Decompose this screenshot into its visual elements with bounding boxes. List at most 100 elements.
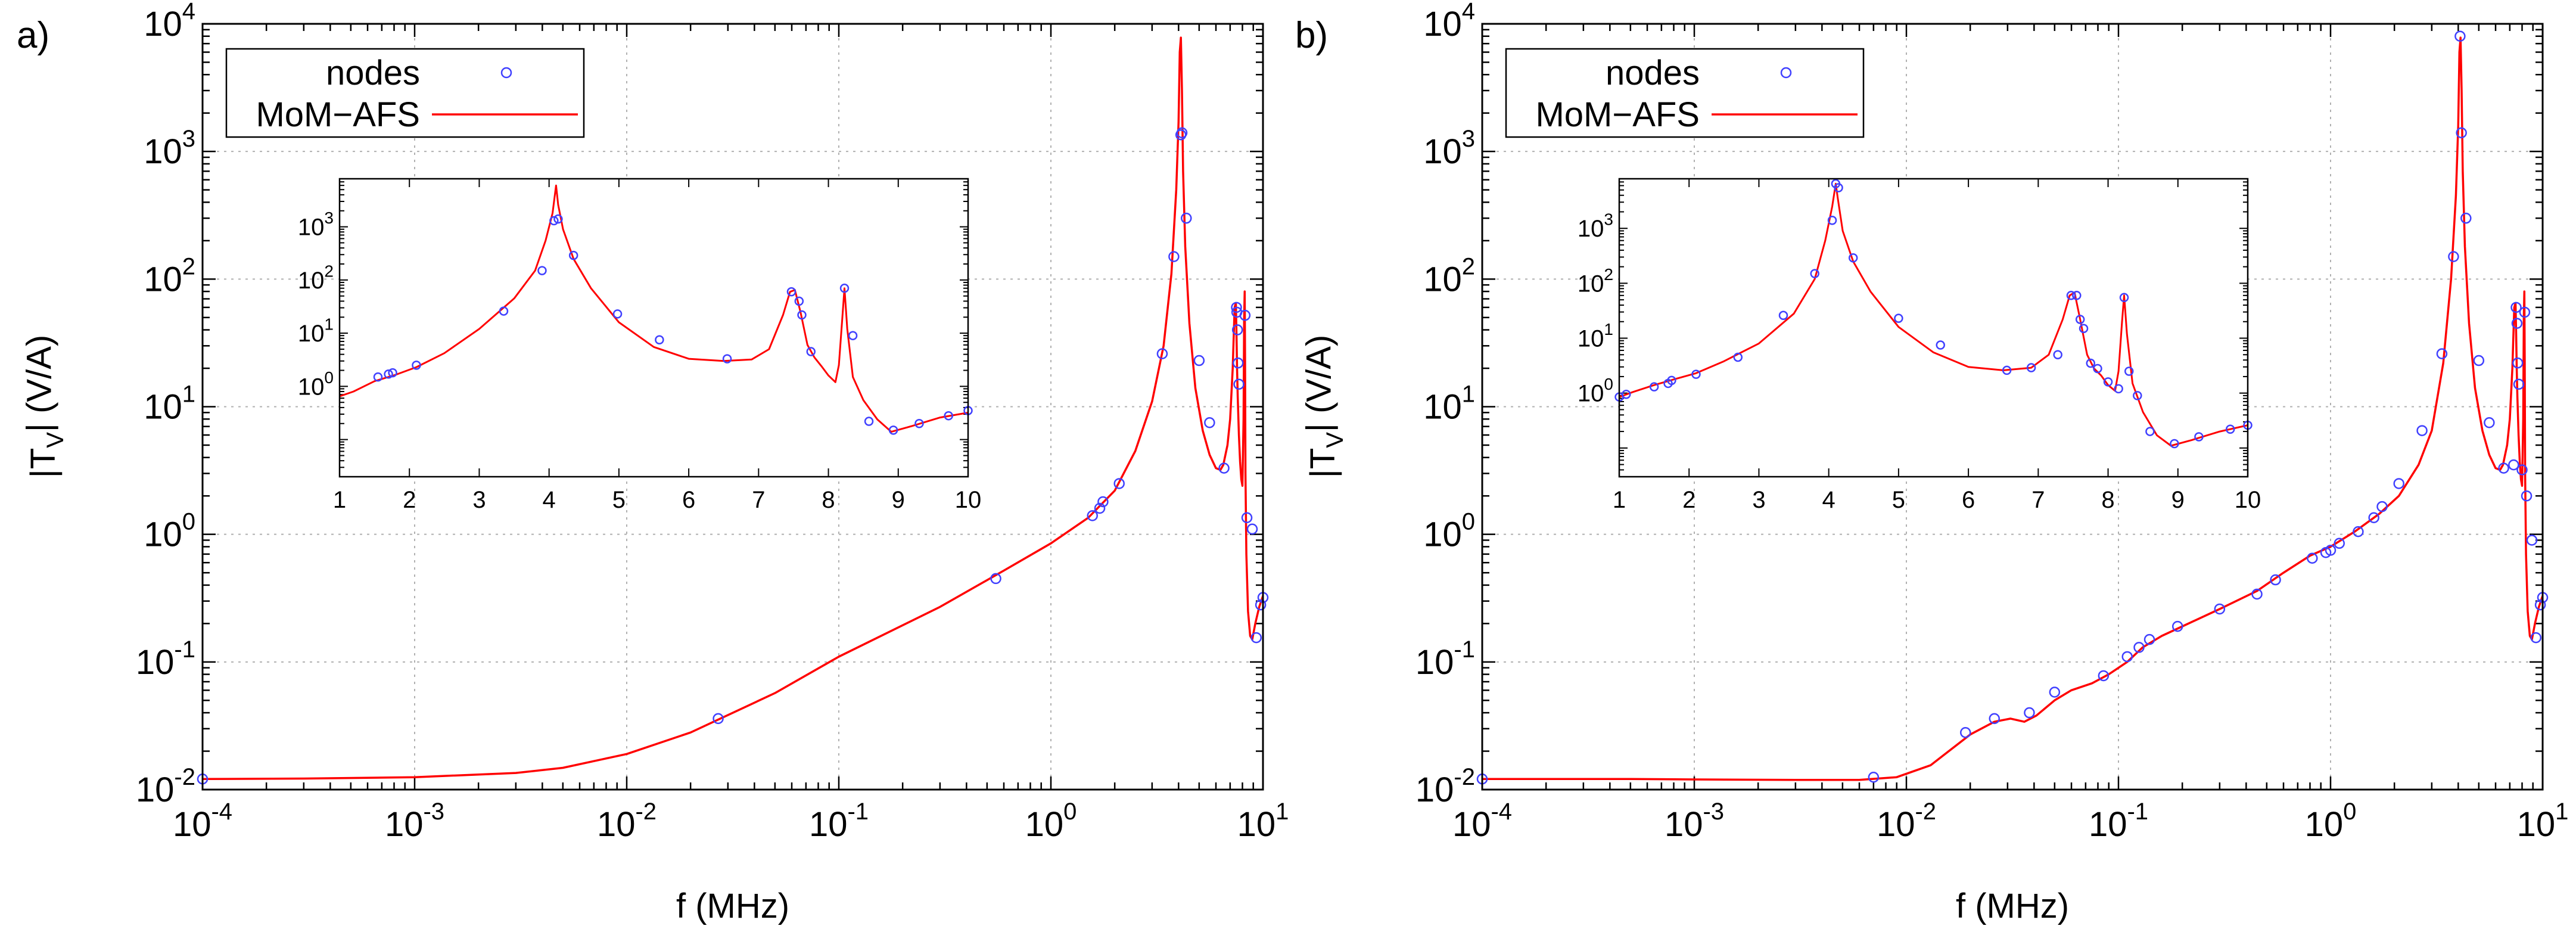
inset-node-point — [2225, 424, 2235, 434]
inset-plot: 1 2 3 4 5 6 7 8 9 10 100 101 102 103 — [298, 178, 982, 513]
node-point — [2121, 651, 2133, 663]
node-point — [1094, 502, 1106, 514]
node-point — [2251, 588, 2263, 600]
inset-node-point — [1936, 340, 1945, 350]
x-tick-label: 100 — [2305, 799, 2357, 844]
x-tick-label: 10-3 — [1665, 799, 1724, 844]
inset-plot: 1 2 3 4 5 6 7 8 9 10 100 101 102 103 — [1578, 178, 2261, 513]
node-point — [2353, 526, 2364, 538]
inset-node-point — [1733, 352, 1743, 362]
inset-x-tick-label: 10 — [955, 487, 982, 513]
inset-nodes-markers — [373, 214, 973, 435]
x-tick-label: 101 — [2517, 799, 2569, 844]
legend-label-nodes: nodes — [1606, 54, 1700, 92]
x-axis-label: f (MHz) — [1956, 887, 2069, 925]
node-point — [1097, 496, 1109, 508]
node-point — [2393, 478, 2404, 489]
inset-node-point — [786, 287, 797, 297]
y-tick-label: 101 — [1423, 381, 1475, 427]
node-point — [2049, 686, 2061, 698]
inset-node-point — [537, 266, 547, 275]
node-point — [2270, 574, 2281, 586]
inset-node-point — [848, 331, 858, 340]
inset-x-tick-label: 3 — [1752, 487, 1765, 513]
node-point — [2460, 212, 2472, 224]
node-point — [2448, 251, 2459, 262]
y-tick-label: 10-2 — [136, 764, 195, 809]
node-point — [2521, 490, 2533, 502]
inset-x-tick-label: 8 — [822, 487, 835, 513]
inset-frame — [338, 178, 969, 478]
node-point — [2171, 620, 2183, 632]
inset-node-point — [1848, 253, 1858, 263]
node-point — [2526, 535, 2538, 546]
node-point — [1231, 302, 1242, 313]
inset-node-point — [914, 418, 924, 428]
inset-node-point — [2072, 291, 2082, 300]
y-tick-label: 104 — [144, 0, 195, 44]
inset-y-tick-label: 102 — [1578, 265, 1613, 297]
inset-node-point — [2194, 432, 2204, 442]
inset-x-tick-label: 4 — [543, 487, 556, 513]
inset-node-point — [655, 335, 664, 345]
inset-y-tick-label: 103 — [1578, 210, 1613, 243]
inset-node-point — [612, 309, 623, 319]
node-point — [1231, 324, 1243, 335]
y-tick-label: 103 — [1423, 126, 1475, 171]
inset-x-tick-label: 10 — [2235, 487, 2261, 513]
node-point — [2484, 417, 2495, 428]
node-point — [2473, 355, 2485, 366]
inset-node-point — [1691, 369, 1701, 379]
y-axis-label: |TV| (V/A) — [20, 335, 69, 478]
y-tick-label: 100 — [144, 509, 195, 554]
plot-frame — [1481, 23, 2544, 791]
inset-x-tick-label: 2 — [1682, 487, 1695, 513]
x-tick-label: 10-2 — [597, 799, 657, 844]
node-point — [1168, 251, 1180, 262]
inset-node-point — [412, 361, 421, 370]
panel-b: b)10-4 10-3 10-2 10-1 100 10110-210-110010110… — [1295, 0, 2568, 925]
inset-frame — [1618, 178, 2249, 478]
x-tick-label: 10-4 — [1452, 799, 1512, 844]
plot-frame — [201, 23, 1264, 791]
node-point — [2376, 501, 2388, 512]
inset-node-point — [794, 296, 804, 306]
inset-node-point — [373, 372, 383, 382]
inset-y-tick-label: 103 — [298, 209, 334, 241]
inset-x-tick-label: 4 — [1822, 487, 1835, 513]
inset-node-point — [499, 306, 509, 316]
inset-x-tick-label: 1 — [333, 487, 346, 513]
inset-node-point — [1778, 310, 1788, 321]
x-tick-label: 10-1 — [809, 799, 869, 844]
panel-label: b) — [1295, 15, 1328, 56]
x-tick-label: 10-1 — [2089, 799, 2148, 844]
node-point — [2513, 378, 2525, 390]
node-point — [1989, 713, 2000, 725]
inset-x-tick-label: 8 — [2101, 487, 2114, 513]
ticks — [201, 24, 1263, 791]
x-tick-label: 10-2 — [1877, 799, 1936, 844]
node-point — [1193, 355, 1205, 366]
inset-y-tick-label: 101 — [298, 315, 334, 347]
node-point — [1156, 348, 1168, 359]
inset-node-point — [1667, 375, 1676, 386]
inset-node-point — [864, 417, 874, 426]
inset-node-point — [1810, 269, 1819, 278]
inset-node-point — [1834, 183, 1843, 192]
node-point — [2368, 512, 2379, 524]
inset-node-point — [553, 214, 563, 224]
x-tick-label: 10-4 — [173, 799, 232, 844]
node-point — [1868, 771, 1880, 783]
inset-y-tick-label: 101 — [1578, 320, 1613, 352]
inset-series-line — [340, 184, 968, 433]
node-point — [1246, 523, 1258, 535]
node-point — [2307, 552, 2318, 564]
node-point — [2024, 707, 2035, 719]
x-tick-label: 10-3 — [385, 799, 444, 844]
node-point — [2512, 357, 2524, 369]
node-point — [1087, 510, 1098, 521]
x-tick-label: 101 — [1237, 799, 1289, 844]
node-point — [2456, 127, 2467, 139]
legend-box — [225, 48, 585, 138]
